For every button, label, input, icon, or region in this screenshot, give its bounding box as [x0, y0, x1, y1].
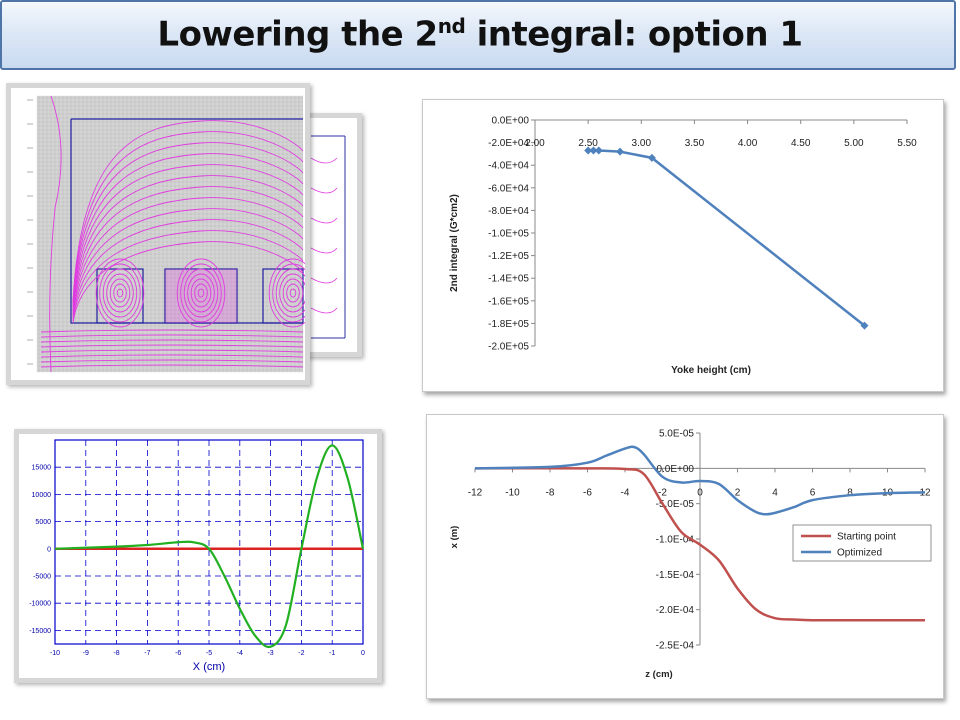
field-map-back-frame [302, 113, 362, 357]
slide-title: Lowering the 2nd integral: option 1 [157, 14, 803, 55]
yoke-height-chart-panel: 0.0E+00 -2.0E+04 -4.0E+04 -6.0E+04 -8.0E+04 -… [422, 99, 944, 392]
yoke-height-chart: 0.0E+00 -2.0E+04 -4.0E+04 -6.0E+04 -8.0E+04 -… [449, 116, 917, 377]
x-tick-label: 6 [810, 487, 816, 498]
y-tick-label: -6.0E+04 [488, 183, 529, 194]
y-tick-label: -5000 [33, 574, 51, 581]
y-tick-label: -8.0E+04 [488, 206, 529, 217]
x-tick-label: 2.50 [578, 138, 598, 149]
y-tick-label: -1.4E+05 [488, 274, 529, 285]
x-tick-label: -9 [83, 650, 89, 657]
data-point [616, 147, 625, 156]
x-tick-label: 4.50 [791, 138, 811, 149]
y-tick-label: -2.0E-04 [656, 605, 695, 616]
x-tick-label: -2 [658, 487, 667, 498]
title-bar: Lowering the 2nd integral: option 1 [0, 0, 956, 70]
y-tick-label: -15000 [29, 628, 51, 635]
field-map-image [27, 95, 318, 373]
x-tick-label: -8 [546, 487, 555, 498]
series-line [588, 149, 866, 327]
trajectory-chart-panel: 5.0E-05 0.0E+00 -5.0E-05 -1.0E-04 -1.5E-04 -2… [426, 414, 944, 699]
y-axis-title: 2nd integral (G*cm2) [449, 194, 460, 292]
y-tick-label: 0.0E+00 [656, 464, 694, 475]
legend-label: Optimized [837, 548, 882, 559]
y-tick-label: -2.5E-04 [656, 641, 695, 652]
y-tick-label: 0.0E+00 [491, 116, 529, 127]
field-plot-frame: -10 -9 -8 -7 -6 -5 -4 -3 -2 -1 0 15000 10000 5000 0 -50… [14, 429, 382, 683]
x-tick-label: 3.50 [685, 138, 705, 149]
y-tick-label: -1.2E+05 [488, 251, 529, 262]
x-tick-label: -5 [206, 650, 212, 657]
x-tick-label: 5.50 [897, 138, 917, 149]
x-tick-label: -3 [267, 650, 273, 657]
field-lines [40, 95, 318, 373]
series-line [474, 445, 926, 516]
legend-box [792, 524, 932, 562]
field-map-frame [6, 83, 318, 385]
x-tick-label: -6 [583, 487, 592, 498]
x-tick-label: -4 [237, 650, 243, 657]
x-tick-label: -12 [468, 487, 483, 498]
legend: Starting point Optimized [792, 524, 932, 562]
trajectory-chart: 5.0E-05 0.0E+00 -5.0E-05 -1.0E-04 -1.5E-04 -2… [449, 429, 932, 680]
y-tick-label: -1.0E+05 [488, 229, 529, 240]
x-tick-label: 3.00 [632, 138, 652, 149]
x-tick-label: 8 [847, 487, 853, 498]
y-tick-label: 10000 [32, 492, 52, 499]
x-tick-label: -6 [175, 650, 181, 657]
y-tick-label: -1.5E-04 [656, 570, 695, 581]
x-tick-label: 4 [772, 487, 778, 498]
field-map-back-image [307, 118, 357, 352]
y-tick-label: 5000 [35, 519, 51, 526]
field-plot: -10 -9 -8 -7 -6 -5 -4 -3 -2 -1 0150001000050000-50… [29, 439, 365, 673]
x-tick-label: -4 [621, 487, 630, 498]
legend-label: Starting point [837, 532, 896, 543]
core-highlight [165, 269, 237, 323]
y-tick-label: 15000 [32, 465, 52, 472]
field-curve [54, 444, 365, 649]
data-point [860, 321, 869, 330]
x-tick-label: 2.00 [525, 138, 545, 149]
x-axis-title: z (cm) [645, 669, 672, 680]
y-tick-label: -10000 [29, 601, 51, 608]
y-tick-label: -4.0E+04 [488, 161, 529, 172]
x-tick-label: 4.00 [738, 138, 758, 149]
x-tick-label: -10 [50, 650, 60, 657]
data-point [589, 146, 598, 155]
series-line [474, 467, 925, 622]
data-point [584, 146, 593, 155]
y-tick-label: 0 [47, 546, 51, 553]
x-tick-label: 5.00 [844, 138, 864, 149]
x-tick-label: 2 [735, 487, 741, 498]
y-tick-label: -2.0E+05 [488, 342, 529, 353]
x-tick-label: 0 [361, 650, 365, 657]
y-axis-title: x (m) [449, 526, 460, 549]
x-axis-title: Yoke height (cm) [671, 365, 751, 376]
x-tick-label: -10 [505, 487, 520, 498]
y-tick-label: -1.6E+05 [488, 296, 529, 307]
y-tick-label: -1.8E+05 [488, 319, 529, 330]
y-tick-label: 5.0E-05 [659, 429, 694, 440]
x-tick-label: -7 [144, 650, 150, 657]
x-axis-title: X (cm) [193, 661, 225, 673]
x-tick-label: -2 [298, 650, 304, 657]
y-tick-label: -1.0E-04 [656, 535, 695, 546]
data-point [594, 146, 603, 155]
x-tick-label: -1 [329, 650, 335, 657]
y-tick-label: -5.0E-05 [656, 499, 695, 510]
x-tick-label: 0 [697, 487, 703, 498]
x-tick-label: -8 [113, 650, 119, 657]
y-tick-label: -2.0E+04 [488, 138, 529, 149]
x-tick-label: 12 [919, 487, 931, 498]
data-point [647, 153, 656, 162]
